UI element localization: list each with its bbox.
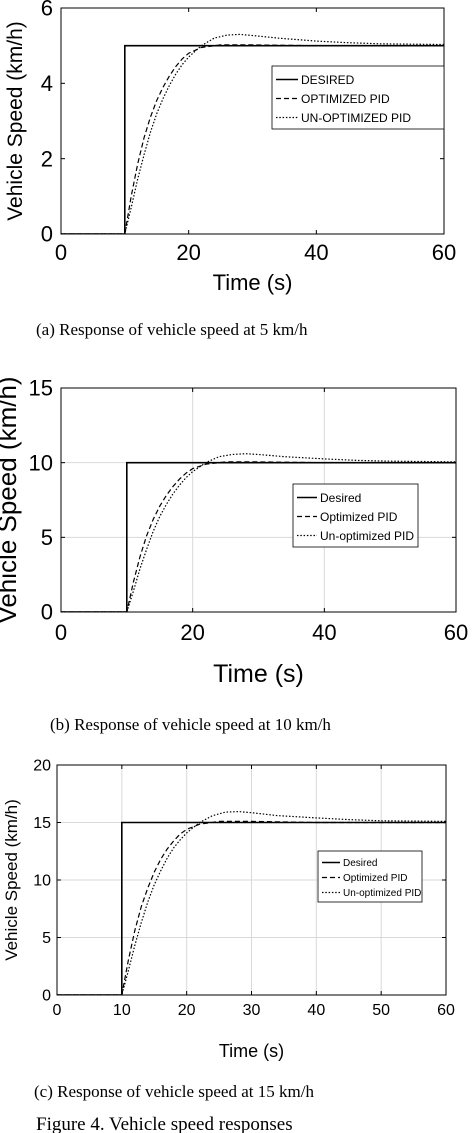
x-tick-label: 40 [304, 240, 328, 265]
x-tick-label: 50 [372, 1002, 390, 1019]
legend-label: Optimized PID [320, 510, 398, 524]
y-tick-label: 15 [29, 376, 53, 401]
y-tick-label: 6 [41, 0, 53, 21]
x-tick-label: 60 [437, 1002, 455, 1019]
axes-box [60, 387, 457, 613]
x-axis-label: Time (s) [213, 660, 304, 688]
y-tick-label: 10 [33, 873, 51, 890]
series-line-desired [61, 461, 456, 612]
x-tick-label: 0 [53, 1002, 62, 1019]
series-line-un-optimized-pid [61, 453, 456, 612]
legend-label: Un-optimized PID [320, 529, 414, 543]
series-line-optimized-pid [61, 44, 444, 234]
series-line-un-optimized-pid [57, 810, 446, 995]
legend-box [271, 65, 445, 130]
panel-caption: (c) Response of vehicle speed at 15 km/h [34, 1082, 314, 1101]
y-axis-label: Vehicle Speed (km/h) [2, 799, 21, 961]
x-tick-label: 40 [312, 620, 336, 645]
y-tick-label: 0 [41, 600, 53, 625]
x-tick-label: 30 [243, 1002, 261, 1019]
legend-label: Desired [343, 858, 377, 869]
legend-label: DESIRED [301, 73, 355, 87]
y-axis-label: Vehicle Speed (km/h) [4, 21, 27, 221]
chart-panel-1: 0 20 40 60 0 5 10 15 Time (s) Vehicle Speed (km/h… [0, 376, 468, 734]
panel-caption: (a) Response of vehicle speed at 5 km/h [36, 320, 308, 339]
y-tick-label: 5 [41, 525, 53, 550]
y-tick-label: 4 [41, 71, 53, 96]
x-tick-label: 0 [55, 620, 67, 645]
x-tick-label: 20 [178, 1002, 196, 1019]
series-line-optimized-pid [61, 461, 456, 612]
chart-panel-0: 0 20 40 60 0 2 4 6 Time (s) Vehicle Speed (km/h) D… [4, 0, 456, 339]
y-tick-label: 15 [33, 815, 51, 832]
chart-panels: 0 20 40 60 0 2 4 6 Time (s) Vehicle Speed (km/h) D… [0, 0, 468, 1101]
x-tick-label: 40 [307, 1002, 325, 1019]
series-line-un-optimized-pid [61, 33, 444, 234]
legend-label: Un-optimized PID [343, 888, 421, 899]
y-tick-label: 10 [29, 450, 53, 475]
x-axis-label: Time (s) [213, 270, 293, 295]
legend-box [317, 850, 423, 903]
y-tick-label: 2 [41, 146, 53, 171]
x-axis-label: Time (s) [219, 1041, 284, 1061]
legend-box [292, 483, 419, 548]
figure-caption: Figure 4. Vehicle speed responses [36, 1114, 293, 1133]
x-tick-label: 20 [176, 240, 200, 265]
x-tick-label: 0 [55, 240, 67, 265]
y-tick-label: 0 [42, 988, 51, 1005]
x-tick-label: 60 [432, 240, 456, 265]
y-axis-label: Vehicle Speed (km/h) [0, 376, 22, 623]
legend-label: UN-OPTIMIZED PID [301, 111, 411, 125]
y-tick-label: 5 [42, 930, 51, 947]
x-tick-label: 60 [444, 620, 468, 645]
x-tick-label: 20 [180, 620, 204, 645]
series-line-optimized-pid [57, 820, 446, 995]
chart-panel-2: 0 10 20 30 40 50 60 0 5 10 15 20 Time (s) Vehicle Spe… [2, 758, 455, 1101]
y-tick-label: 0 [41, 222, 53, 247]
legend-label: Desired [320, 491, 361, 505]
panel-caption: (b) Response of vehicle speed at 10 km/h [50, 715, 331, 734]
legend-label: OPTIMIZED PID [301, 92, 390, 106]
legend-label: Optimized PID [343, 873, 407, 884]
y-tick-label: 20 [33, 758, 51, 775]
x-tick-label: 10 [113, 1002, 131, 1019]
